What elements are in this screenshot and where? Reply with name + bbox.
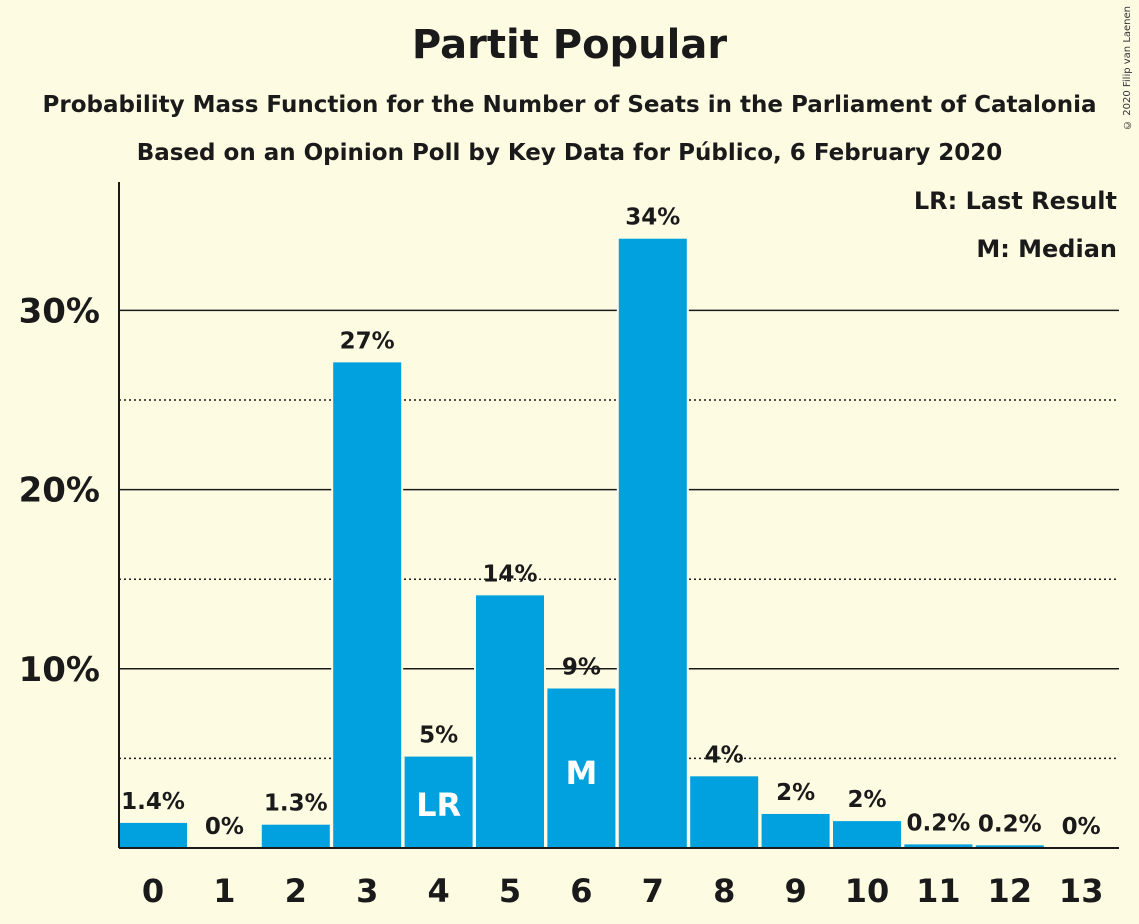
bar: [547, 688, 616, 848]
data-label: 1.4%: [121, 789, 185, 815]
chart-source-note: Based on an Opinion Poll by Key Data for…: [136, 140, 1003, 166]
bar: [690, 776, 759, 848]
data-label: 0.2%: [978, 811, 1042, 837]
bar: [975, 845, 1044, 848]
bar: [618, 238, 687, 849]
y-tick-label: 10%: [19, 650, 100, 690]
data-label: 14%: [482, 561, 537, 587]
legend: LR: Last Result M: Median: [914, 187, 1117, 263]
x-tick-label: 13: [1059, 872, 1104, 910]
legend-last-result: LR: Last Result: [914, 187, 1117, 215]
x-tick-label: 8: [713, 872, 735, 910]
axes: [118, 182, 1119, 849]
y-tick-label: 20%: [19, 471, 100, 511]
data-label: 5%: [419, 723, 458, 749]
data-label: 4%: [705, 742, 744, 768]
bars: [117, 236, 1046, 849]
data-label: 9%: [562, 655, 601, 681]
bar: [476, 595, 544, 848]
x-tick-label: 6: [570, 872, 592, 910]
x-tick-label: 10: [845, 872, 890, 910]
bar: [333, 362, 402, 848]
x-tick-label: 3: [356, 872, 378, 910]
x-tick-label: 5: [499, 872, 521, 910]
data-label: 2%: [847, 787, 886, 813]
legend-median: M: Median: [976, 235, 1117, 263]
x-tick-label: 12: [988, 872, 1033, 910]
bar: [904, 844, 973, 848]
data-label: 0%: [1062, 814, 1101, 840]
bar: [261, 824, 330, 848]
data-label: 2%: [776, 780, 815, 806]
bar-marker-label: M: [565, 754, 597, 792]
bar: [404, 756, 473, 848]
chart-subtitle: Probability Mass Function for the Number…: [42, 92, 1097, 118]
bar: [119, 822, 187, 848]
x-tick-label: 0: [142, 872, 164, 910]
x-tick-label: 11: [916, 872, 961, 910]
bar: [833, 821, 901, 848]
y-tick-label: 30%: [19, 291, 100, 331]
bar: [761, 813, 830, 848]
chart-title: Partit Popular: [411, 22, 728, 68]
x-tick-label: 1: [213, 872, 235, 910]
data-labels: 1.4% 0 0% 1 1.3% 2 27% 3 5% 4 LR 14% 5 9% 6 M 34% 7 4% 8 2% 9…: [121, 205, 1103, 910]
x-tick-label: 2: [285, 872, 307, 910]
data-label: 0%: [205, 814, 244, 840]
bar-marker-label: LR: [416, 786, 461, 824]
data-label: 1.3%: [264, 791, 328, 817]
x-tick-label: 9: [784, 872, 806, 910]
data-label: 34%: [625, 205, 680, 231]
data-label: 27%: [340, 328, 395, 354]
data-label: 0.2%: [907, 810, 971, 836]
x-tick-label: 7: [642, 872, 664, 910]
x-tick-label: 4: [427, 872, 449, 910]
